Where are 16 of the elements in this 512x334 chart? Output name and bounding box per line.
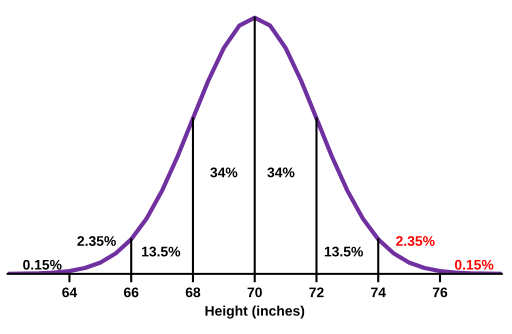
x-tick-label: 76 (432, 287, 448, 298)
x-tick-label: 66 (124, 287, 138, 298)
annotation: 2.35% (77, 236, 116, 246)
annotation: 2.35% (396, 236, 435, 246)
annotation: 34% (267, 168, 294, 178)
annotation: 34% (210, 168, 238, 178)
x-axis-title: Height (inches) (205, 306, 304, 319)
x-tick-label: 70 (248, 287, 262, 298)
annotation: 0.15% (454, 260, 494, 270)
annotation: 13.5% (142, 246, 180, 257)
annotation: 13.5% (324, 246, 363, 257)
x-tick-label: 64 (62, 287, 78, 298)
x-tick-label: 74 (371, 288, 386, 298)
annotation: 0.15% (23, 260, 62, 270)
x-tick-label: 68 (186, 287, 200, 298)
x-tick-label: 72 (309, 287, 324, 298)
